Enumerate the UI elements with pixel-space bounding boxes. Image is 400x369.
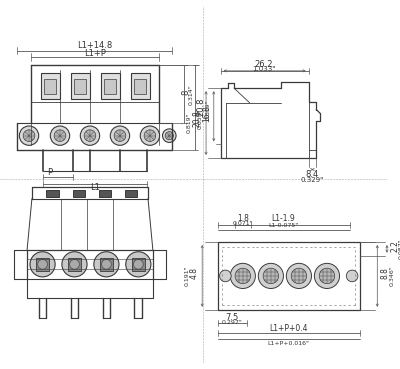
Text: 0.071": 0.071" bbox=[232, 221, 253, 226]
Circle shape bbox=[70, 259, 79, 269]
Text: 8.8: 8.8 bbox=[380, 267, 390, 279]
Bar bbox=[46, 190, 59, 197]
Circle shape bbox=[263, 268, 279, 284]
Text: 26.2: 26.2 bbox=[255, 59, 273, 69]
Bar bbox=[71, 73, 90, 99]
Text: L1+P+0.016": L1+P+0.016" bbox=[267, 341, 309, 346]
Circle shape bbox=[126, 252, 151, 277]
Bar bbox=[74, 79, 86, 94]
Circle shape bbox=[54, 130, 66, 141]
Text: 16.8: 16.8 bbox=[202, 105, 212, 122]
Circle shape bbox=[84, 130, 96, 141]
Text: 20.8: 20.8 bbox=[193, 110, 202, 127]
Circle shape bbox=[291, 268, 307, 284]
Bar bbox=[132, 258, 145, 271]
Text: 7.5: 7.5 bbox=[226, 313, 239, 322]
Bar bbox=[100, 258, 113, 271]
Text: 0.819": 0.819" bbox=[187, 113, 192, 133]
Circle shape bbox=[19, 126, 39, 145]
Bar bbox=[130, 73, 150, 99]
Circle shape bbox=[50, 126, 70, 145]
Text: 0.819": 0.819" bbox=[206, 99, 210, 120]
Circle shape bbox=[319, 268, 335, 284]
Circle shape bbox=[110, 126, 130, 145]
Circle shape bbox=[102, 259, 111, 269]
Circle shape bbox=[346, 270, 358, 282]
Circle shape bbox=[258, 263, 284, 289]
Circle shape bbox=[230, 263, 255, 289]
Text: 0.297": 0.297" bbox=[222, 320, 243, 325]
Circle shape bbox=[286, 263, 312, 289]
Circle shape bbox=[23, 130, 35, 141]
Circle shape bbox=[94, 252, 119, 277]
Circle shape bbox=[140, 126, 160, 145]
Circle shape bbox=[162, 129, 176, 142]
Circle shape bbox=[114, 130, 126, 141]
Bar bbox=[68, 258, 81, 271]
Text: L1+P+0.4: L1+P+0.4 bbox=[269, 324, 308, 333]
Bar bbox=[72, 190, 85, 197]
Text: L1-1.9: L1-1.9 bbox=[272, 214, 295, 223]
Text: P: P bbox=[47, 168, 52, 177]
Text: 0.314": 0.314" bbox=[189, 85, 194, 106]
Bar bbox=[125, 190, 137, 197]
Text: 0.191": 0.191" bbox=[184, 266, 189, 286]
Text: 2.2: 2.2 bbox=[390, 240, 399, 252]
Text: 1.033": 1.033" bbox=[252, 66, 276, 72]
Text: L1+P: L1+P bbox=[84, 49, 106, 58]
Circle shape bbox=[38, 259, 48, 269]
Text: L1: L1 bbox=[90, 183, 100, 192]
Text: 0.087": 0.087" bbox=[399, 238, 400, 259]
Bar bbox=[44, 79, 56, 94]
Bar bbox=[36, 258, 49, 271]
Bar bbox=[104, 79, 116, 94]
Text: 8.4: 8.4 bbox=[306, 170, 319, 179]
Circle shape bbox=[165, 132, 173, 140]
Bar bbox=[134, 79, 146, 94]
Bar bbox=[99, 190, 111, 197]
Text: 0.329": 0.329" bbox=[301, 177, 324, 183]
Circle shape bbox=[314, 263, 340, 289]
Text: 20.8: 20.8 bbox=[197, 97, 206, 116]
Circle shape bbox=[62, 252, 87, 277]
Text: L1+14.8: L1+14.8 bbox=[77, 41, 112, 50]
Circle shape bbox=[220, 270, 231, 282]
Bar bbox=[101, 73, 120, 99]
Text: 1.8: 1.8 bbox=[237, 214, 249, 223]
Text: 4.8: 4.8 bbox=[190, 267, 199, 279]
Circle shape bbox=[235, 268, 250, 284]
Bar bbox=[41, 73, 60, 99]
Text: 0.659": 0.659" bbox=[198, 108, 203, 128]
Text: 0.346": 0.346" bbox=[389, 266, 394, 286]
Text: 8: 8 bbox=[181, 89, 190, 95]
Text: L1-0.075": L1-0.075" bbox=[268, 223, 298, 228]
Circle shape bbox=[144, 130, 156, 141]
Circle shape bbox=[30, 252, 55, 277]
Circle shape bbox=[80, 126, 100, 145]
Circle shape bbox=[134, 259, 143, 269]
